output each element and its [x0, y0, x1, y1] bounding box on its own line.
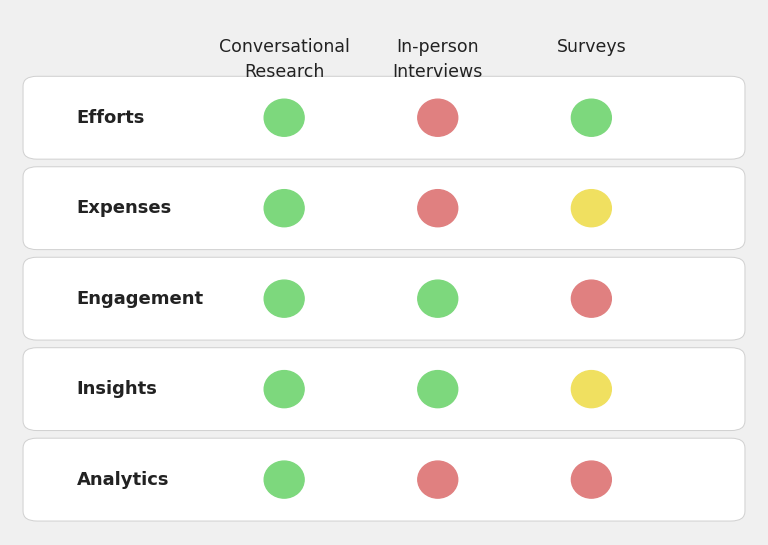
Text: Analytics: Analytics	[77, 470, 169, 489]
Ellipse shape	[571, 190, 611, 227]
Ellipse shape	[264, 99, 304, 136]
Ellipse shape	[571, 371, 611, 408]
Ellipse shape	[264, 461, 304, 498]
Text: Surveys: Surveys	[557, 38, 626, 56]
FancyBboxPatch shape	[23, 257, 745, 340]
FancyBboxPatch shape	[23, 167, 745, 250]
FancyBboxPatch shape	[23, 76, 745, 159]
Text: Insights: Insights	[77, 380, 157, 398]
FancyBboxPatch shape	[23, 438, 745, 521]
Ellipse shape	[418, 461, 458, 498]
Text: Expenses: Expenses	[77, 199, 172, 217]
Ellipse shape	[264, 280, 304, 317]
Ellipse shape	[264, 190, 304, 227]
Text: Conversational
Research: Conversational Research	[219, 38, 349, 81]
Ellipse shape	[571, 461, 611, 498]
Ellipse shape	[418, 280, 458, 317]
Ellipse shape	[418, 371, 458, 408]
Ellipse shape	[418, 190, 458, 227]
Ellipse shape	[571, 280, 611, 317]
Text: In-person
Interviews: In-person Interviews	[392, 38, 483, 81]
Ellipse shape	[264, 371, 304, 408]
Text: Engagement: Engagement	[77, 289, 204, 308]
Text: Efforts: Efforts	[77, 108, 145, 127]
FancyBboxPatch shape	[23, 348, 745, 431]
Ellipse shape	[418, 99, 458, 136]
Ellipse shape	[571, 99, 611, 136]
